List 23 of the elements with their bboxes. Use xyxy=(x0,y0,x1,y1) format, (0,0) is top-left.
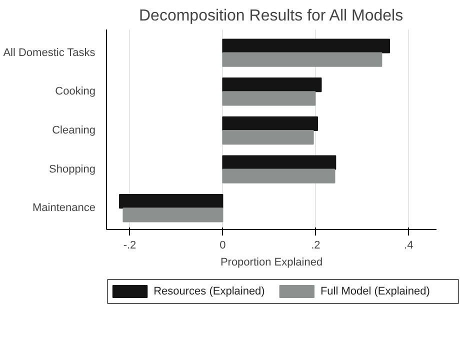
x-tick-label: .4 xyxy=(404,240,414,252)
legend-label: Full Model (Explained) xyxy=(320,286,430,298)
y-tick-label: Cooking xyxy=(55,86,96,98)
bar xyxy=(122,208,224,222)
y-tick-label: Cleaning xyxy=(52,124,96,136)
x-axis-title: Proportion Explained xyxy=(220,256,323,268)
bar xyxy=(222,155,336,170)
bar xyxy=(222,38,390,54)
bar xyxy=(222,168,336,184)
bar xyxy=(222,52,382,67)
x-tick-label: -.2 xyxy=(123,240,136,252)
y-tick-label: Shopping xyxy=(49,163,96,176)
bar xyxy=(222,78,322,92)
x-tick-label: .2 xyxy=(311,240,320,252)
bar xyxy=(222,116,318,131)
bar xyxy=(222,130,314,145)
bar xyxy=(222,91,316,106)
y-tick-label: All Domestic Tasks xyxy=(3,46,96,59)
legend-label: Resources (Explained) xyxy=(154,286,265,298)
chart-title: Decomposition Results for All Models xyxy=(139,8,404,24)
y-tick-label: Maintenance xyxy=(32,202,96,214)
bar xyxy=(119,194,224,209)
x-tick-label: 0 xyxy=(220,240,226,252)
